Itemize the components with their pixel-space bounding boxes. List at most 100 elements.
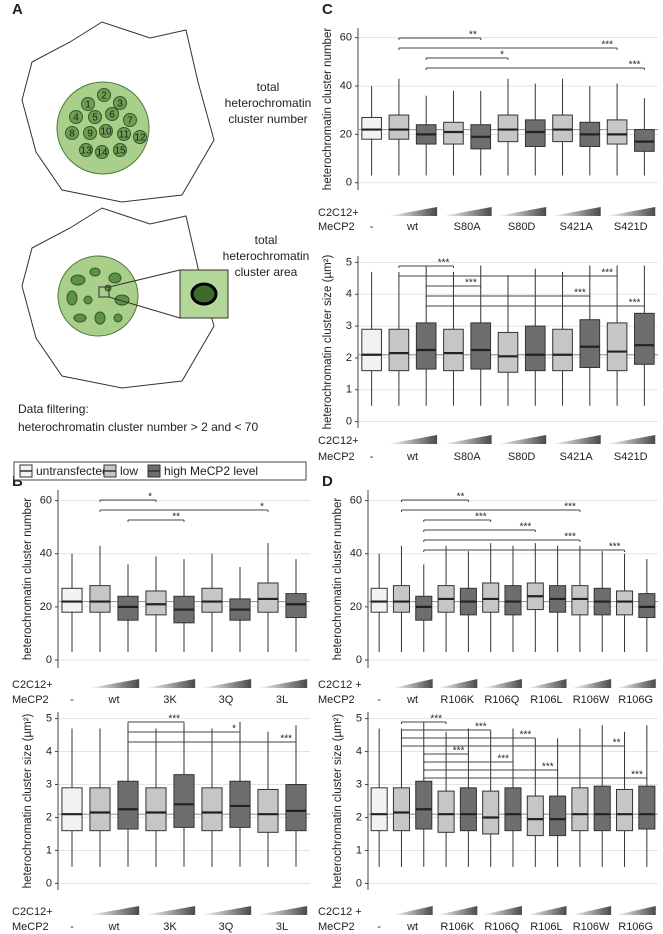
box xyxy=(285,593,307,619)
x-tick-label: S80D xyxy=(508,451,536,463)
annotation: total xyxy=(257,80,280,94)
y-tick-label: 2 xyxy=(356,811,362,823)
box xyxy=(117,780,139,830)
y-axis-label: heterochromatin cluster size (µm²) xyxy=(332,713,344,888)
box xyxy=(470,322,492,370)
significance-label: *** xyxy=(629,60,641,71)
box xyxy=(634,129,655,152)
y-tick-label: 1 xyxy=(356,844,362,856)
significance-label: *** xyxy=(497,754,509,765)
y-axis-label: heterochromatin cluster size (µm²) xyxy=(22,713,34,888)
level-ramp xyxy=(497,207,547,216)
box xyxy=(370,787,388,832)
x-tick-label: wt xyxy=(406,921,418,933)
box xyxy=(443,121,464,145)
y-axis-label: heterochromatin cluster number xyxy=(332,498,344,661)
cluster-id: 15 xyxy=(114,146,126,157)
filter-text: heterochromatin cluster number > 2 and <… xyxy=(18,420,258,434)
significance-label: *** xyxy=(542,762,554,773)
y-tick-label: 0 xyxy=(46,877,52,889)
y-tick-label: 1 xyxy=(46,844,52,856)
y-tick-label: 3 xyxy=(356,778,362,790)
annotation: heterochromatin xyxy=(223,249,310,263)
level-ramp xyxy=(481,679,522,688)
y-tick-label: 4 xyxy=(46,745,52,757)
box xyxy=(552,114,573,143)
row-label: C2C12+ xyxy=(12,679,53,691)
cluster xyxy=(81,97,95,111)
cluster-id: 2 xyxy=(101,91,107,102)
row-label: C2C12 + xyxy=(318,906,362,918)
box xyxy=(285,784,307,832)
box xyxy=(524,325,546,372)
level-ramp xyxy=(606,207,656,216)
y-tick-label: 4 xyxy=(356,745,362,757)
y-tick-label: 40 xyxy=(40,548,52,560)
y-tick-label: 0 xyxy=(346,416,352,428)
zoom-line xyxy=(108,269,181,288)
significance-label: * xyxy=(232,724,236,735)
box xyxy=(606,322,628,372)
x-tick-label: 3Q xyxy=(219,694,234,706)
x-tick-label: 3K xyxy=(163,694,177,706)
y-axis-label: heterochromatin cluster size (µm²) xyxy=(322,254,334,429)
level-ramp xyxy=(437,679,478,688)
cluster-id: 7 xyxy=(127,116,133,127)
y-tick-label: 0 xyxy=(356,654,362,666)
schematic xyxy=(21,21,229,389)
significance-label: *** xyxy=(631,770,643,781)
box xyxy=(459,787,477,832)
x-tick-label: R106W xyxy=(573,694,610,706)
y-tick-label: 5 xyxy=(346,256,352,268)
x-tick-label: R106Q xyxy=(484,694,519,706)
x-tick-label: wt xyxy=(406,694,418,706)
row-label: C2C12+ xyxy=(12,906,53,918)
cluster-id: 4 xyxy=(73,113,79,124)
annotation: heterochromatin xyxy=(225,96,312,110)
x-tick-label: S421A xyxy=(560,221,594,233)
box xyxy=(437,790,455,833)
cluster-id: 13 xyxy=(80,146,92,157)
box xyxy=(606,119,628,145)
x-tick-label: wt xyxy=(108,921,120,933)
x-tick-label: wt xyxy=(406,451,418,463)
cluster-id: 8 xyxy=(69,129,75,140)
box xyxy=(482,790,500,835)
box xyxy=(388,328,410,372)
box xyxy=(89,585,111,613)
x-tick-label: R106Q xyxy=(484,921,519,933)
cluster xyxy=(99,124,113,138)
legend-label: untransfected xyxy=(36,464,109,478)
cluster xyxy=(69,110,83,124)
box xyxy=(117,595,139,621)
row-label: MeCP2 xyxy=(318,221,355,233)
x-tick-label: R106K xyxy=(440,921,474,933)
level-ramp xyxy=(526,679,567,688)
significance-label: *** xyxy=(564,502,576,513)
box xyxy=(145,590,167,616)
y-tick-label: 1 xyxy=(346,384,352,396)
y-axis-label: heterochromatin cluster number xyxy=(322,28,334,191)
cluster-id: 3 xyxy=(117,99,123,110)
box xyxy=(579,319,601,368)
box xyxy=(173,774,195,828)
row-label: C2C12+ xyxy=(318,207,359,219)
x-tick-label: R106K xyxy=(440,694,474,706)
box xyxy=(61,787,83,832)
cluster xyxy=(105,107,119,121)
annotation: cluster area xyxy=(235,265,298,279)
filter-title: Data filtering: xyxy=(18,402,89,416)
level-ramp xyxy=(388,207,438,216)
box xyxy=(443,328,464,372)
x-tick-label: - xyxy=(70,694,74,706)
box xyxy=(201,787,223,832)
level-ramp xyxy=(437,906,478,915)
x-tick-label: R106L xyxy=(530,694,562,706)
box xyxy=(524,119,546,147)
significance-label: *** xyxy=(168,714,180,725)
x-tick-label: wt xyxy=(108,694,120,706)
panel-label: B xyxy=(12,473,23,490)
box xyxy=(638,593,656,619)
box xyxy=(392,787,410,832)
significance-label: *** xyxy=(430,714,442,725)
